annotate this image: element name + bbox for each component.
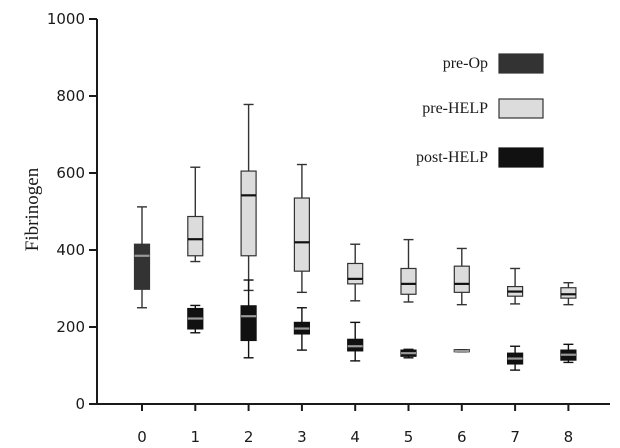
box-pre-op-x0 [133,206,151,309]
legend-entry-pre-help: pre-HELP [422,98,544,119]
box-post-help-x8 [560,343,577,364]
box-iqr [240,170,257,257]
box-post-help-x3 [293,307,310,351]
box-iqr [187,215,204,257]
legend-swatch [498,147,544,168]
x-tick-label: 7 [510,428,520,446]
box-pre-help-x7 [507,267,524,305]
box-iqr [347,262,364,285]
y-tick-label: 0 [75,395,85,413]
x-axis: 0 1 2 3 4 5 6 7 8 [97,403,610,446]
x-tick-label: 5 [404,428,414,446]
x-tick-label: 2 [244,428,254,446]
box-pre-help-x6 [453,247,470,306]
box-post-help-x2 [240,279,257,359]
box-iqr [453,265,470,293]
legend-label: post-HELP [416,149,488,166]
box-iqr [560,287,577,299]
y-axis: 0 200 400 600 800 1000 [47,10,98,413]
box-pre-help-x8 [560,282,577,306]
box-post-help-x7 [507,345,524,371]
box-iqr [240,305,257,342]
y-tick-label: 200 [56,318,85,336]
x-tick-label: 0 [137,428,147,446]
x-tick-label: 1 [191,428,201,446]
box-pre-help-x5 [400,238,417,303]
box-post-help-x1 [187,304,204,334]
box-post-help-x5 [400,348,417,359]
box-pre-help-x3 [293,163,310,294]
legend: pre-Op pre-HELP post-HELP [416,53,544,168]
series-post-help [187,279,577,371]
legend-swatch [498,53,544,74]
box-post-help-x6 [453,349,470,353]
box-pre-help-x4 [347,243,364,302]
box-iqr [133,243,151,290]
y-tick-label: 800 [56,87,85,105]
y-tick-label: 600 [56,164,85,182]
box-pre-help-x2 [240,103,257,292]
series-pre-op [133,206,151,309]
series-pre-help [187,103,577,306]
y-tick-label: 1000 [47,10,85,28]
box-post-help-x4 [347,321,364,362]
x-tick-label: 8 [564,428,574,446]
legend-entry-pre-op: pre-Op [443,53,544,74]
x-tick-label: 3 [297,428,307,446]
x-tick-label: 4 [350,428,360,446]
legend-swatch [498,98,544,119]
legend-entry-post-help: post-HELP [416,147,544,168]
y-axis-title: Fibrinogen [22,167,43,251]
legend-label: pre-Op [443,55,488,72]
box-iqr [400,267,417,295]
box-iqr [347,338,364,352]
x-tick-label: 6 [457,428,467,446]
box-iqr [293,197,310,272]
box-series-layer [133,103,577,371]
legend-label: pre-HELP [422,100,488,117]
box-pre-help-x1 [187,166,204,263]
y-tick-label: 400 [56,241,85,259]
